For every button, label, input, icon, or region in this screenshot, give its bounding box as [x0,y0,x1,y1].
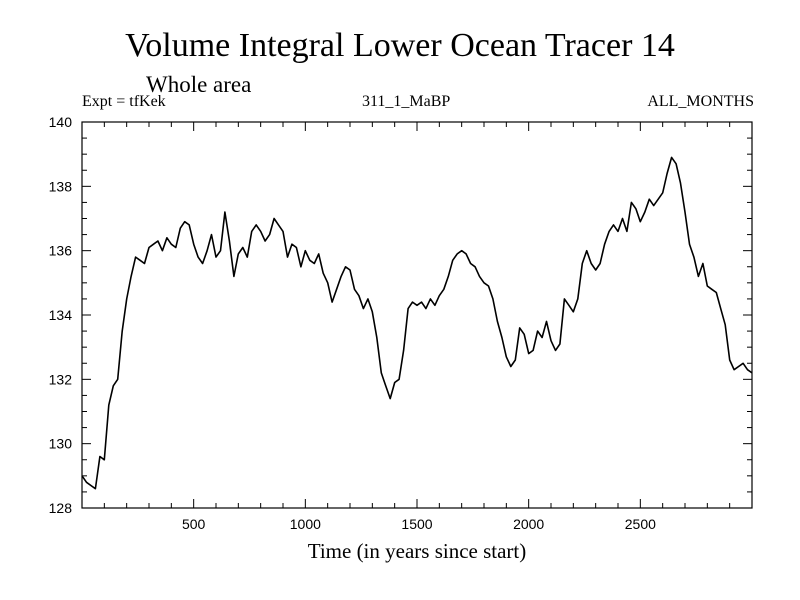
x-tick-label: 2000 [513,516,544,532]
y-tick-label: 130 [49,436,73,452]
x-tick-label: 1500 [401,516,432,532]
x-tick-label: 1000 [290,516,321,532]
months-label: ALL_MONTHS [647,93,754,110]
run-label: 311_1_MaBP [362,93,451,110]
series-group [81,156,753,490]
y-tick-label: 136 [49,243,73,259]
chart-subtitle: Whole area [146,72,252,97]
y-tick-label: 138 [49,178,73,194]
y-tick-label: 132 [49,371,73,387]
y-tick-label: 128 [49,500,73,516]
series-line-0 [81,156,753,490]
x-tick-label: 2500 [625,516,656,532]
y-tick-label: 140 [49,114,73,130]
x-tick-label: 500 [182,516,206,532]
chart-title: Volume Integral Lower Ocean Tracer 14 [125,27,675,64]
experiment-label: Expt = tfKek [82,93,166,110]
axis-ticks [82,121,752,509]
plot-frame [81,121,753,509]
x-axis-label: Time (in years since start) [308,539,527,563]
y-tick-label: 134 [49,307,73,323]
axis-tick-labels: 128 130 132 134 136 138 140 500 1000 1500 2000 2500 [49,114,656,532]
